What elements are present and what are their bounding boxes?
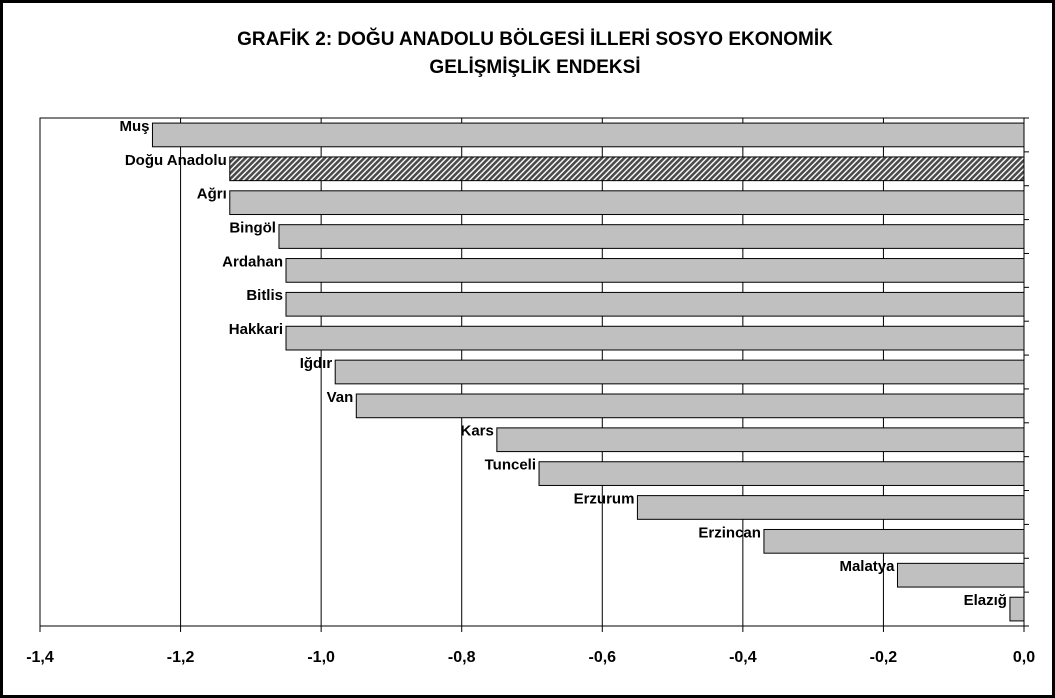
- category-label: Iğdır: [300, 355, 333, 372]
- category-label: Bitlis: [246, 287, 283, 304]
- chart-title: GELİŞMİŞLİK ENDEKSİ: [429, 57, 640, 78]
- category-label: Ağrı: [197, 186, 227, 203]
- bar: [334, 359, 1025, 385]
- x-tick-label: 0,0: [1013, 649, 1035, 666]
- x-tick-label: -0,2: [870, 649, 898, 666]
- x-tick-label: -0,6: [588, 649, 616, 666]
- x-tick-label: -1,2: [167, 649, 195, 666]
- bar: [355, 393, 1025, 419]
- category-label: Ardahan: [222, 253, 283, 270]
- x-tick-label: -0,8: [448, 649, 476, 666]
- bar: [896, 562, 1025, 588]
- chart-title: GRAFİK 2: DOĞU ANADOLU BÖLGESİ İLLERİ SO…: [237, 28, 833, 50]
- bar: [285, 291, 1025, 317]
- bar: [285, 258, 1025, 283]
- x-tick-label: -1,0: [307, 649, 335, 666]
- category-label: Bingöl: [229, 220, 276, 237]
- bar: [229, 190, 1025, 216]
- bar: [285, 325, 1025, 351]
- category-label: Hakkari: [229, 321, 283, 338]
- bar: [636, 495, 1025, 520]
- x-tick-label: -0,4: [729, 649, 757, 666]
- category-label: Malatya: [839, 558, 895, 575]
- category-label: Tunceli: [485, 457, 536, 474]
- bar: [763, 528, 1025, 554]
- category-label: Muş: [119, 118, 149, 135]
- category-label: Kars: [460, 423, 493, 440]
- bar: [278, 224, 1025, 249]
- category-label: Erzincan: [698, 524, 761, 541]
- bar: [151, 122, 1025, 148]
- bar: [496, 427, 1025, 453]
- category-label: Doğu Anadolu: [125, 152, 227, 169]
- bar: [1009, 596, 1025, 622]
- x-tick-label: -1,4: [26, 649, 54, 666]
- category-label: Van: [327, 389, 354, 406]
- category-label: Elazığ: [964, 592, 1007, 609]
- bar: [538, 461, 1025, 486]
- category-label: Erzurum: [574, 490, 635, 507]
- bar: [229, 156, 1025, 182]
